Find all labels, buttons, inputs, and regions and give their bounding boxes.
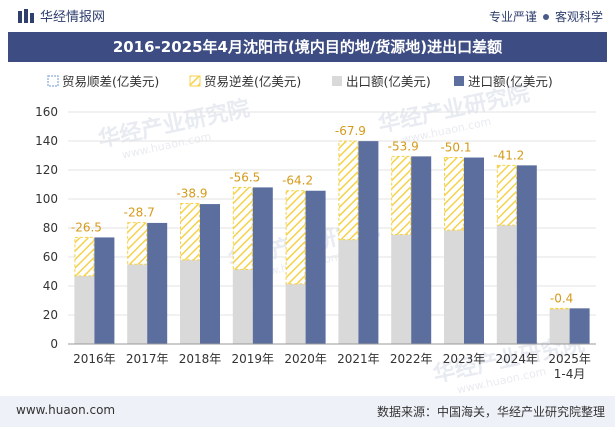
deficit-bar (285, 190, 306, 285)
x-tick-label: 2016年 (73, 352, 116, 366)
export-bar (285, 283, 306, 344)
deficit-bar (74, 236, 95, 277)
import-bar (516, 165, 537, 344)
legend-swatch-export (332, 76, 342, 86)
y-tick-label: 160 (35, 105, 58, 119)
data-label: -26.5 (71, 220, 102, 234)
import-bar (147, 222, 168, 344)
y-tick-label: 80 (43, 221, 58, 235)
axes: 0 20 40 60 80 100 120 140 160 2016年 2017年 2018年 2019… (35, 105, 596, 381)
data-label: -50.1 (440, 141, 471, 155)
export-bar (127, 264, 148, 344)
import-bar (569, 308, 590, 344)
deficit-bar (444, 157, 464, 231)
export-bar (391, 234, 412, 344)
import-bar (411, 156, 432, 344)
x-tick-label: 2019年 (232, 352, 275, 366)
bars: -26.5 -28.7 -38.9 -56.5 -64.2 -67.9 -53.9 -50.1… (71, 124, 590, 344)
legend-label: 贸易逆差(亿美元) (204, 74, 301, 89)
data-label: -0.4 (550, 291, 573, 305)
import-bar (94, 237, 115, 344)
brand[interactable]: 华经情报网 (18, 6, 105, 25)
export-bar (549, 308, 570, 344)
chart-title: 2016-2025年4月沈阳市(境内目的地/货源地)进出口差额 (8, 32, 607, 62)
export-bar (74, 275, 95, 344)
x-tick-label: 1-4月 (554, 367, 586, 381)
import-bar (200, 204, 220, 344)
data-label: -38.9 (176, 186, 207, 200)
legend-label: 贸易顺差(亿美元) (62, 74, 159, 89)
deficit-bar (127, 222, 148, 265)
chart: 华经产业研究院www.huaon.com华经产业研究院www.huaon.com… (35, 74, 596, 396)
tagline-right: 客观科学 (554, 10, 603, 24)
import-bar (305, 190, 326, 344)
data-label: -41.2 (493, 148, 524, 162)
legend-swatch-surplus (47, 75, 59, 87)
legend-label: 进口额(亿美元) (468, 74, 553, 89)
deficit-bar (549, 307, 570, 310)
data-label: -67.9 (335, 124, 366, 138)
export-bar (444, 230, 464, 344)
deficit-bar (496, 164, 517, 226)
deficit-bar (232, 186, 253, 270)
x-tick-label: 2020年 (284, 352, 327, 366)
export-bar (496, 225, 517, 344)
data-label: -53.9 (388, 139, 419, 153)
brand-logo-icon (18, 8, 34, 23)
x-tick-label: 2025年 (548, 352, 591, 366)
y-tick-label: 40 (43, 279, 58, 293)
import-bar (464, 157, 484, 344)
deficit-bar (338, 140, 359, 241)
y-tick-label: 0 (50, 337, 58, 351)
x-tick-label: 2017年 (126, 352, 169, 366)
deficit-bar (180, 202, 200, 261)
y-tick-label: 60 (43, 250, 58, 264)
x-tick-label: 2021年 (337, 352, 380, 366)
import-bar (358, 141, 379, 344)
top-bar: 华经情报网 专业严谨 客观科学 (0, 0, 615, 32)
import-bar (252, 187, 273, 344)
tagline-dot-icon (542, 13, 549, 20)
brand-name: 华经情报网 (40, 10, 106, 25)
data-label: -56.5 (229, 170, 260, 184)
data-label: -64.2 (282, 174, 313, 188)
x-tick-label: 2022年 (390, 352, 433, 366)
y-tick-label: 120 (35, 163, 58, 177)
legend-swatch-deficit (189, 75, 201, 87)
export-bar (338, 239, 359, 344)
x-tick-label: 2023年 (443, 352, 486, 366)
legend-label: 出口额(亿美元) (346, 74, 431, 89)
tagline-left: 专业严谨 (488, 10, 537, 24)
footer: www.huaon.com 数据来源：中国海关，华经产业研究院整理 (0, 396, 615, 427)
y-tick-label: 100 (35, 192, 58, 206)
export-bar (180, 259, 200, 344)
legend: 贸易顺差(亿美元) 贸易逆差(亿美元) 出口额(亿美元) 进口额(亿美元) (47, 74, 553, 89)
y-tick-label: 140 (35, 134, 58, 148)
x-tick-label: 2024年 (496, 352, 539, 366)
y-tick-label: 20 (43, 308, 58, 322)
deficit-bar (391, 155, 412, 236)
tagline: 专业严谨 客观科学 (489, 8, 603, 25)
x-tick-label: 2018年 (179, 352, 222, 366)
legend-swatch-import (454, 76, 464, 86)
data-label: -28.7 (124, 206, 155, 220)
export-bar (232, 269, 253, 344)
footer-url[interactable]: www.huaon.com (16, 403, 116, 417)
footer-source: 数据来源：中国海关，华经产业研究院整理 (376, 405, 605, 419)
